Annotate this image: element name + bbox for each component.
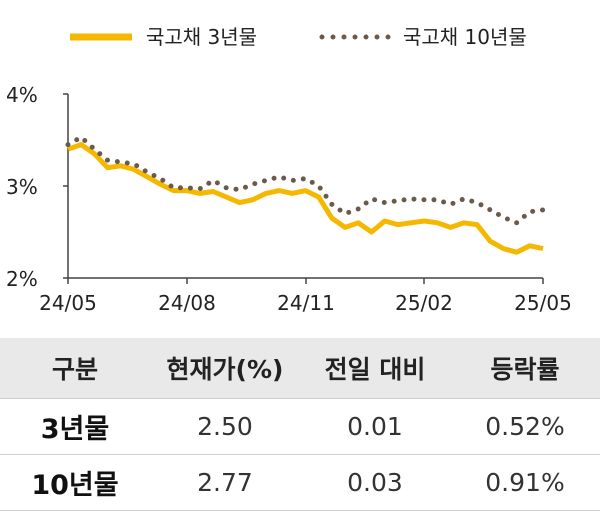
row-label: 3년물	[0, 398, 150, 455]
x-tick-label: 25/05	[514, 291, 572, 315]
line-chart: 국고채 3년물 국고채 10년물 4% 3% 2% 24/05 24/08 24…	[6, 25, 572, 315]
table-cell: 0.03	[300, 454, 450, 511]
table-header-cell: 구분	[0, 338, 150, 399]
y-tick-label: 3%	[6, 175, 38, 199]
axes	[63, 93, 544, 284]
y-tick-labels: 4% 3% 2%	[6, 83, 38, 291]
legend-label-10y: 국고채 10년물	[403, 25, 527, 49]
legend: 국고채 3년물 국고채 10년물	[70, 25, 527, 49]
x-tick-label: 24/11	[277, 291, 335, 315]
table-cell: 0.01	[300, 398, 450, 455]
table-cell: 0.91%	[450, 454, 600, 511]
summary-table: 구분 현재가(%) 전일 대비 등락률 3년물 2.50 0.01 0.52% …	[0, 338, 600, 511]
x-tick-label: 25/02	[395, 291, 453, 315]
table-header-cell: 전일 대비	[300, 338, 450, 399]
series-line-3y	[67, 142, 544, 255]
legend-label-3y: 국고채 3년물	[146, 25, 257, 49]
series-line-10y	[65, 134, 546, 226]
series-layer	[65, 134, 546, 255]
table-row: 3년물 2.50 0.01 0.52%	[0, 398, 600, 455]
x-tick-label: 24/05	[39, 291, 97, 315]
table-header-cell: 등락률	[450, 338, 600, 399]
table-cell: 2.77	[150, 454, 300, 511]
y-tick-label: 2%	[6, 267, 38, 291]
y-tick-label: 4%	[6, 83, 38, 107]
table-cell: 0.52%	[450, 398, 600, 455]
x-tick-labels: 24/05 24/08 24/11 25/02 25/05	[39, 291, 572, 315]
row-label: 10년물	[0, 454, 150, 511]
table-cell: 2.50	[150, 398, 300, 455]
x-tick-label: 24/08	[158, 291, 216, 315]
table-header-cell: 현재가(%)	[150, 338, 300, 399]
table-header-row: 구분 현재가(%) 전일 대비 등락률	[0, 338, 600, 399]
table-row: 10년물 2.77 0.03 0.91%	[0, 454, 600, 511]
